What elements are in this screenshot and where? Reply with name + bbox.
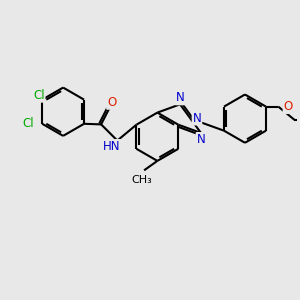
Text: HN: HN [103,140,121,153]
Text: O: O [284,100,293,113]
Text: Cl: Cl [33,89,44,102]
Text: N: N [196,133,205,146]
Text: Cl: Cl [22,117,34,130]
Text: N: N [193,112,201,124]
Text: O: O [107,96,116,109]
Text: N: N [176,92,184,104]
Text: CH₃: CH₃ [131,175,152,185]
